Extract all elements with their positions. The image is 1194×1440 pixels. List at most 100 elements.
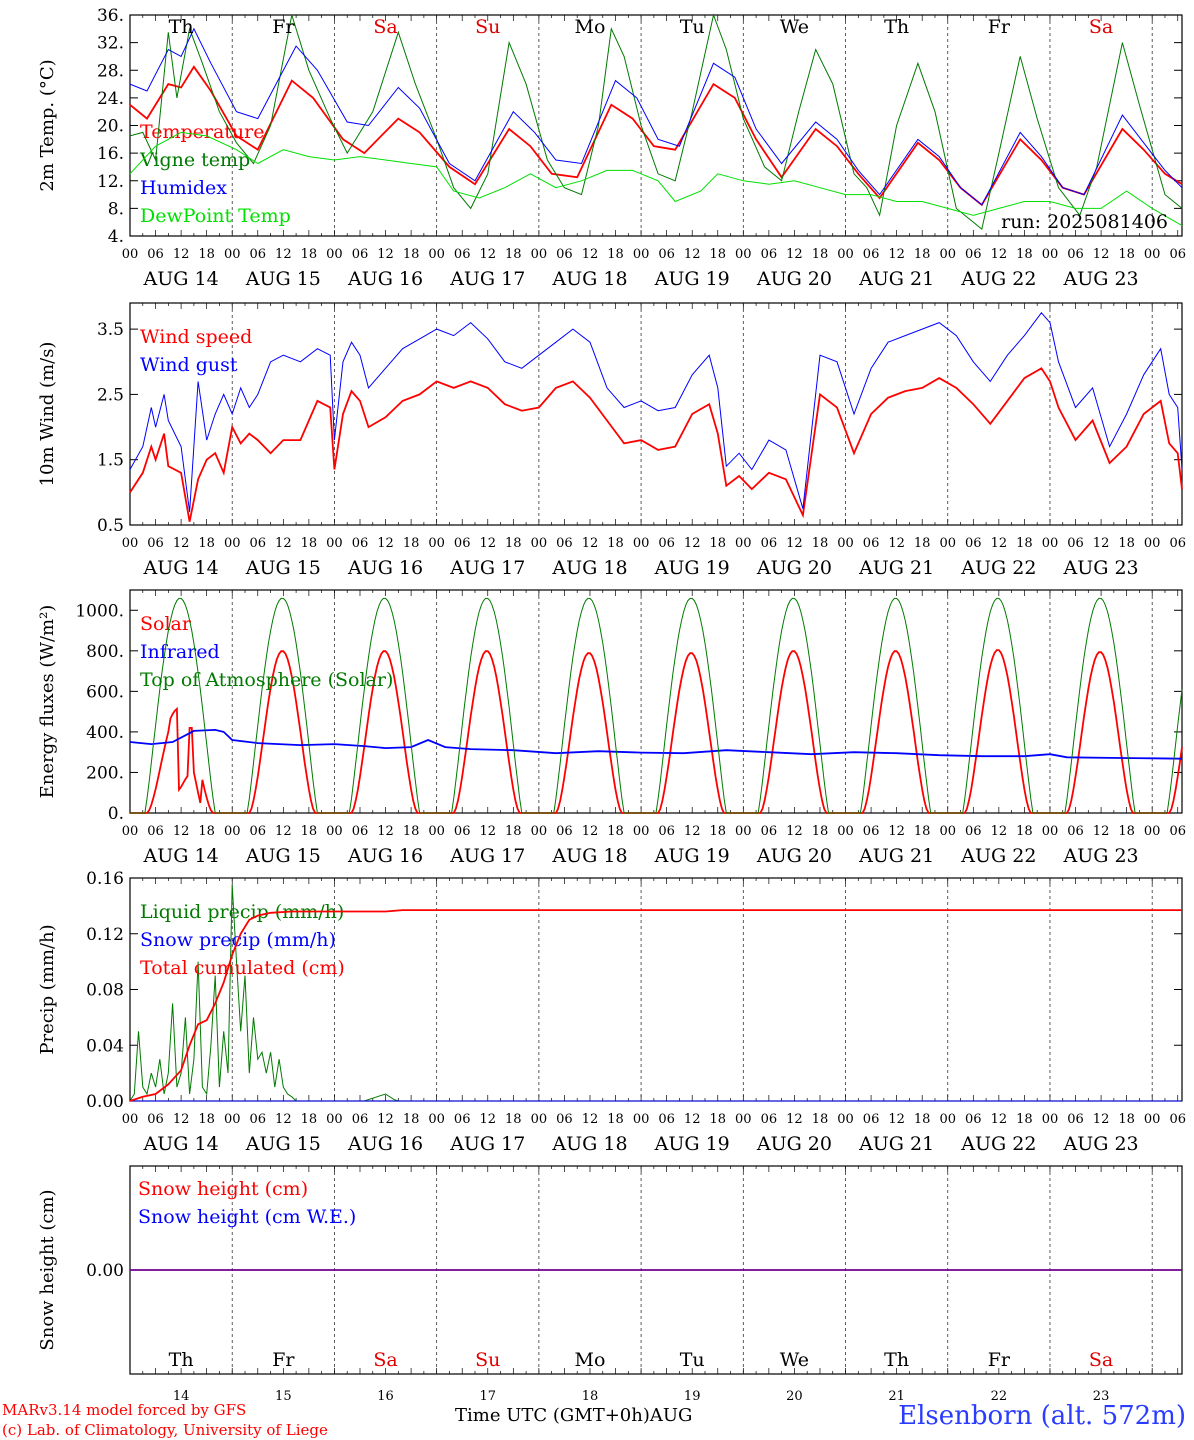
date-label: AUG 17	[449, 845, 525, 867]
time-axis-label: Time UTC (GMT+0h)AUG	[455, 1405, 693, 1426]
hour-tick-label: 12	[684, 536, 701, 551]
series-line-top-of-atmosphere-solar-	[130, 597, 1183, 814]
day-name-label: We	[780, 16, 809, 38]
date-label: AUG 14	[143, 845, 219, 867]
hour-tick-label: 06	[1067, 824, 1084, 839]
date-label: AUG 23	[1063, 557, 1139, 579]
hour-tick-label: 06	[965, 247, 982, 262]
hour-tick-label: 12	[582, 247, 599, 262]
hour-tick-label: 00	[735, 824, 752, 839]
hour-tick-label: 00	[1144, 247, 1161, 262]
hour-tick-label: 12	[582, 536, 599, 551]
hour-tick-label: 06	[454, 1112, 471, 1127]
legend-snow-height-cm-: Snow height (cm)	[138, 1178, 308, 1200]
hour-tick-label: 06	[965, 824, 982, 839]
panel-frame-1	[129, 14, 1183, 237]
hour-tick-label: 06	[249, 1112, 266, 1127]
hour-tick-label: 00	[735, 247, 752, 262]
hour-tick-label: 12	[991, 247, 1008, 262]
y-axis-label: Energy fluxes (W/m²)	[37, 605, 58, 799]
y-tick-label: 200.	[86, 763, 124, 783]
y-axis-label: Precip (mm/h)	[37, 924, 58, 1054]
legend-vigne-temp: Vigne temp	[139, 149, 250, 171]
hour-tick-label: 06	[147, 247, 164, 262]
date-label: AUG 19	[654, 845, 730, 867]
hour-tick-label: 06	[556, 1112, 573, 1127]
date-label: AUG 23	[1063, 845, 1139, 867]
hour-tick-label: 12	[684, 1112, 701, 1127]
date-label: AUG 14	[143, 1133, 219, 1155]
day-number-label: 18	[582, 1389, 599, 1404]
hour-tick-label: 06	[147, 1112, 164, 1127]
hour-tick-label: 12	[377, 824, 394, 839]
hour-tick-label: 18	[1016, 247, 1033, 262]
hour-tick-label: 12	[275, 824, 292, 839]
hour-tick-label: 00	[633, 824, 650, 839]
hour-tick-label: 00	[735, 536, 752, 551]
date-label: AUG 23	[1063, 1133, 1139, 1155]
day-name-label: Tu	[680, 16, 705, 38]
hour-tick-label: 00	[122, 824, 139, 839]
hour-tick-label: 06	[761, 247, 778, 262]
legend-humidex: Humidex	[140, 177, 227, 199]
legend-infrared: Infrared	[140, 641, 220, 663]
y-tick-label: 8.	[108, 199, 124, 219]
hour-tick-label: 00	[326, 1112, 343, 1127]
station-name: Elsenborn (alt. 572m)	[898, 1401, 1186, 1431]
hour-tick-label: 18	[709, 824, 726, 839]
date-label: AUG 18	[551, 1133, 627, 1155]
day-number-label: 16	[377, 1389, 394, 1404]
hour-tick-label: 06	[965, 536, 982, 551]
hour-tick-label: 06	[863, 536, 880, 551]
hour-tick-label: 00	[531, 247, 548, 262]
y-tick-label: 800.	[86, 642, 124, 662]
hour-tick-label: 18	[812, 536, 829, 551]
hour-tick-label: 12	[888, 536, 905, 551]
hour-tick-label: 06	[1169, 824, 1186, 839]
hour-tick-label: 00	[122, 1112, 139, 1127]
date-label: AUG 22	[960, 1133, 1036, 1155]
hour-tick-label: 00	[939, 536, 956, 551]
day-name-label: Fr	[988, 1349, 1011, 1371]
y-tick-label: 28.	[97, 61, 124, 81]
panel-frame-3	[129, 589, 1183, 814]
date-label: AUG 14	[143, 557, 219, 579]
hour-tick-label: 00	[531, 1112, 548, 1127]
date-label: AUG 20	[756, 1133, 832, 1155]
day-name-label: Th	[169, 1349, 194, 1371]
hour-tick-label: 12	[479, 1112, 496, 1127]
day-number-label: 23	[1093, 1389, 1110, 1404]
y-tick-label: 3.5	[97, 320, 124, 340]
hour-tick-label: 18	[301, 536, 318, 551]
hour-tick-label: 06	[761, 536, 778, 551]
series-line-total-cumulated-cm-	[129, 909, 1182, 1102]
hour-tick-label: 12	[275, 247, 292, 262]
day-number-label: 17	[479, 1389, 496, 1404]
day-name-label: Sa	[373, 16, 397, 38]
series-line-vigne-temp	[129, 13, 1183, 230]
hour-tick-label: 12	[479, 536, 496, 551]
legend-dewpoint-temp: DewPoint Temp	[140, 205, 291, 227]
y-tick-label: 0.04	[86, 1036, 124, 1056]
hour-tick-label: 06	[658, 536, 675, 551]
y-tick-label: 0.00	[86, 1092, 124, 1112]
hour-tick-label: 12	[479, 824, 496, 839]
y-tick-label: 0.	[108, 804, 124, 824]
day-name-label: Sa	[1089, 16, 1113, 38]
date-label: AUG 19	[654, 268, 730, 290]
hour-tick-label: 18	[505, 824, 522, 839]
hour-tick-label: 06	[658, 247, 675, 262]
series-line-wind-gust	[129, 312, 1183, 512]
date-label: AUG 22	[960, 557, 1036, 579]
legend-top-of-atmosphere-solar-: Top of Atmosphere (Solar)	[140, 669, 393, 691]
hour-tick-label: 12	[786, 1112, 803, 1127]
hour-tick-label: 06	[147, 536, 164, 551]
hour-tick-label: 06	[147, 824, 164, 839]
hour-tick-label: 18	[709, 247, 726, 262]
hour-tick-label: 00	[1042, 1112, 1059, 1127]
hour-tick-label: 18	[505, 1112, 522, 1127]
day-name-label: Fr	[272, 1349, 295, 1371]
hour-tick-label: 00	[224, 1112, 241, 1127]
hour-tick-label: 00	[939, 824, 956, 839]
hour-tick-label: 12	[1093, 1112, 1110, 1127]
